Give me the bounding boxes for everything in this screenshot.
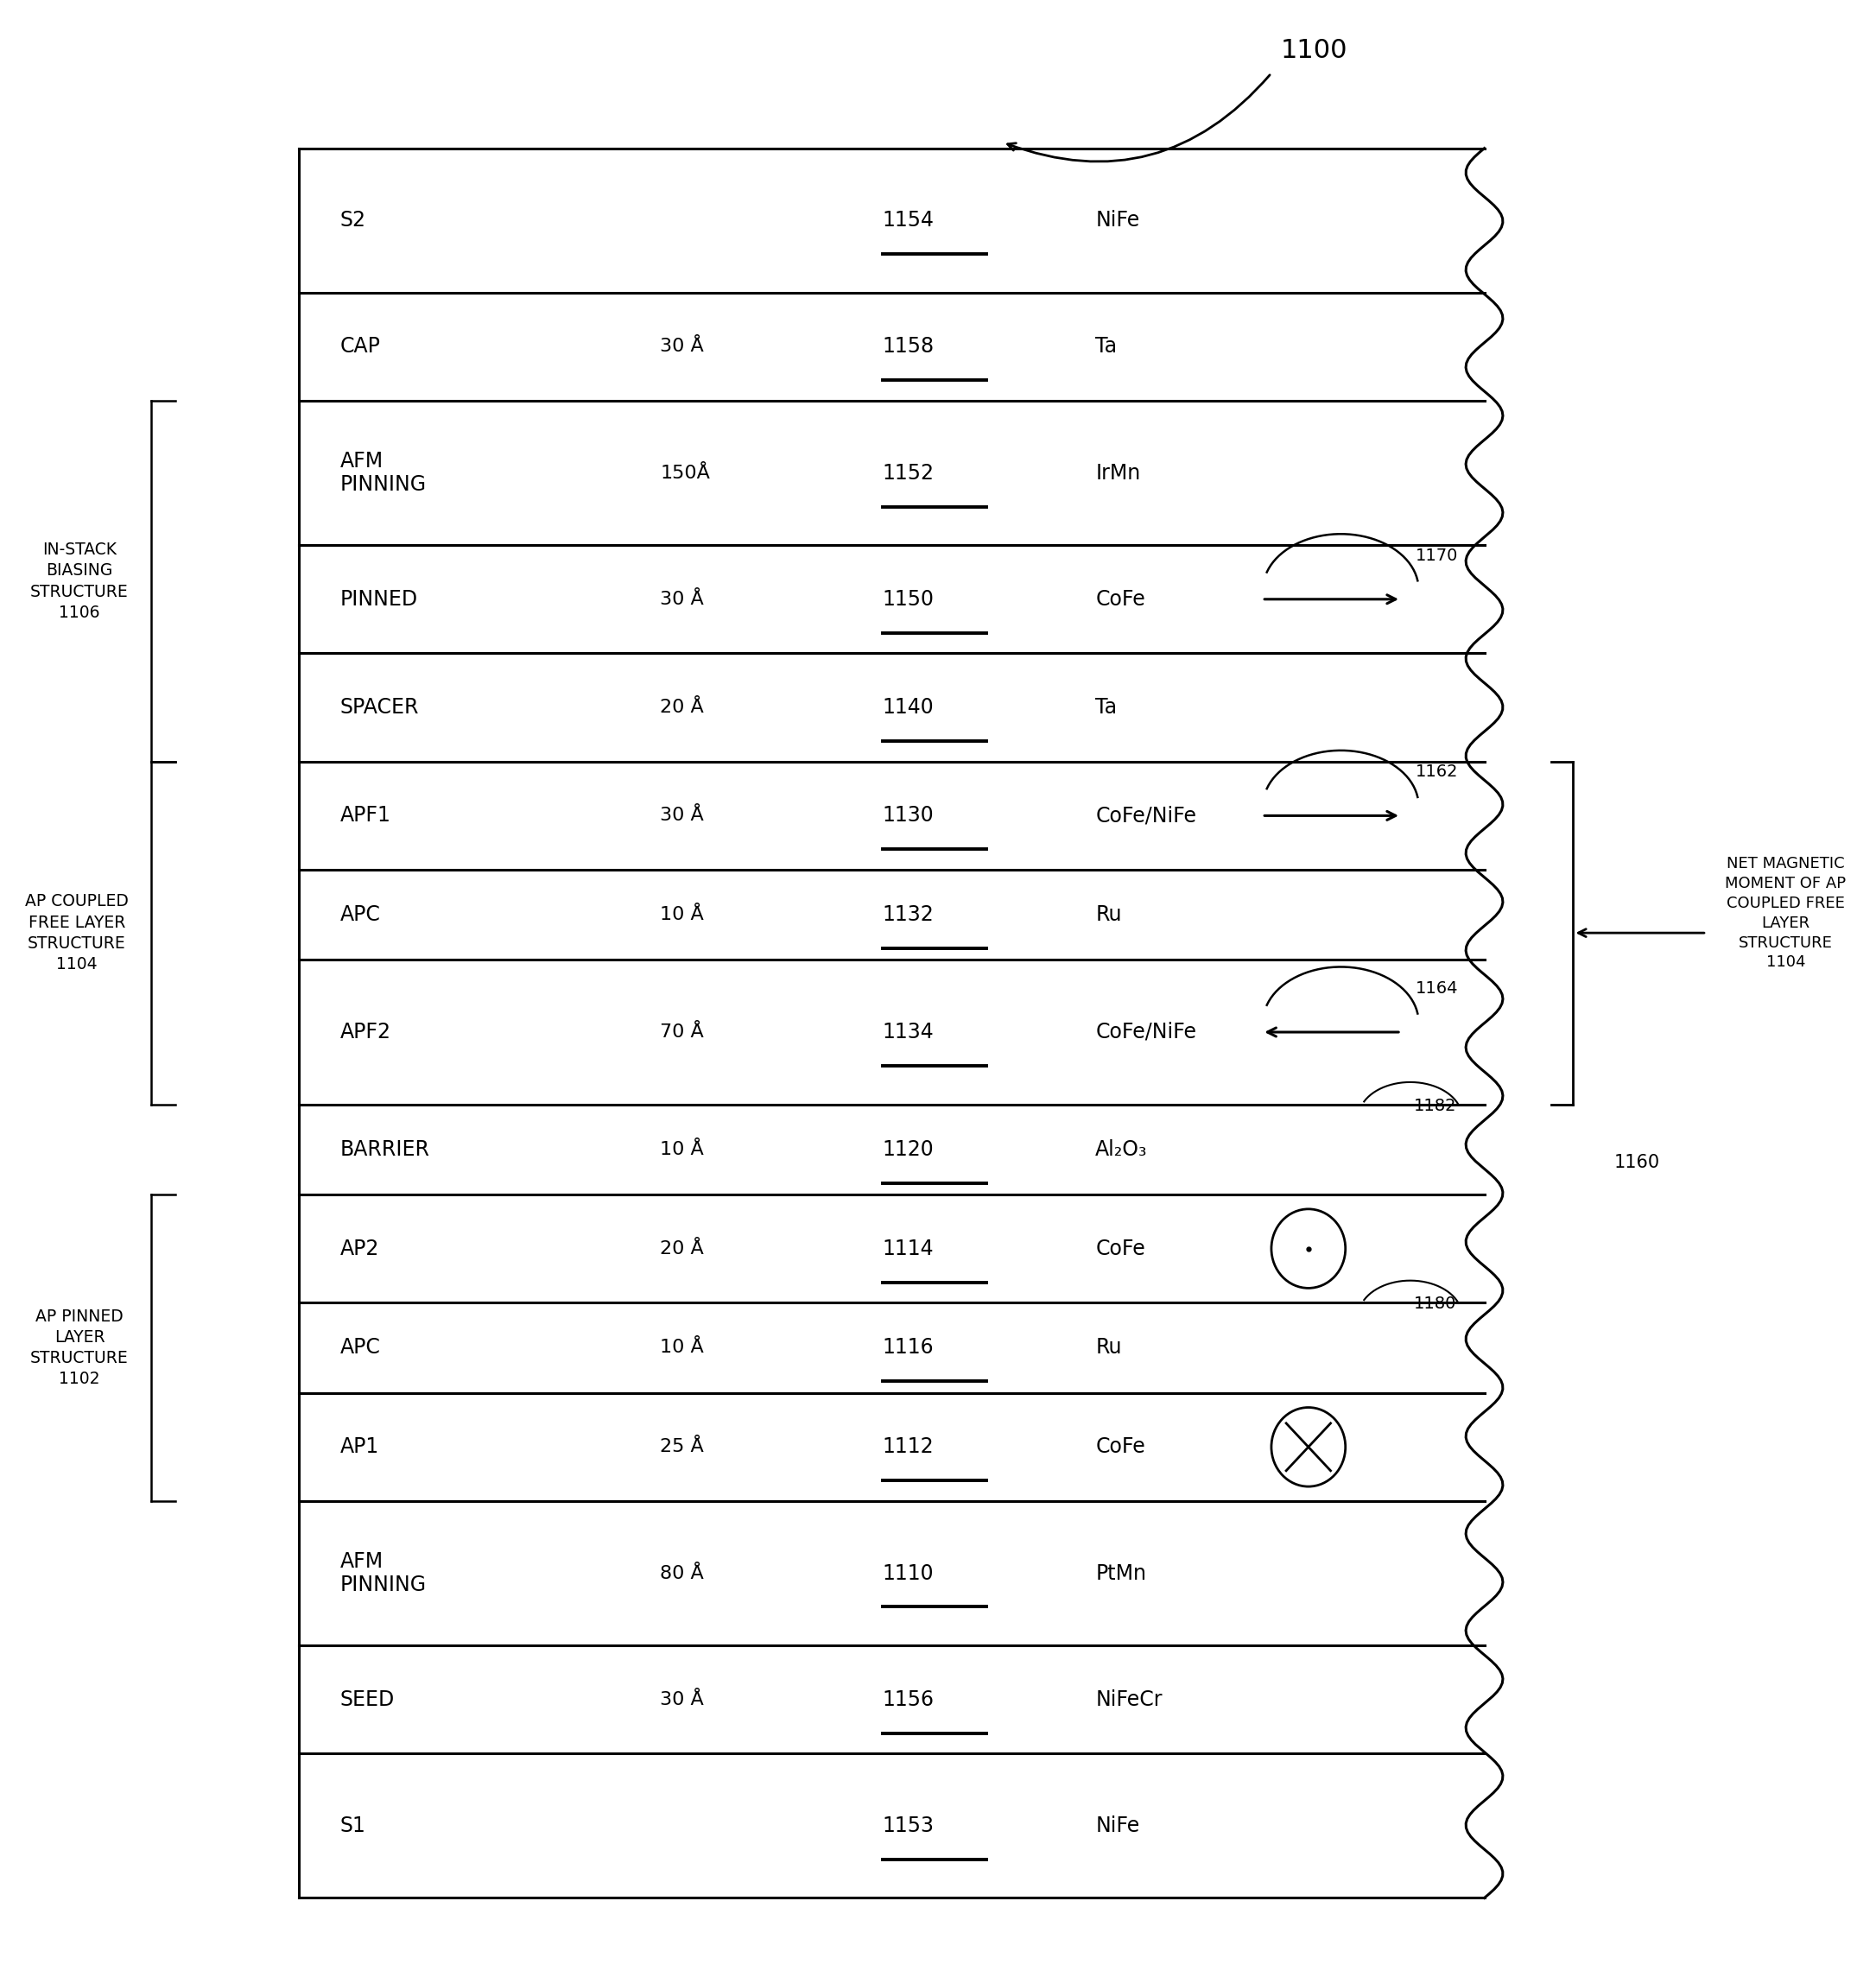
Text: 1120: 1120 — [882, 1139, 934, 1160]
Text: S2: S2 — [340, 210, 366, 231]
Text: PINNED: PINNED — [340, 589, 418, 609]
Text: AP1: AP1 — [340, 1437, 379, 1457]
Text: CoFe: CoFe — [1096, 1437, 1144, 1457]
Text: NiFe: NiFe — [1096, 210, 1139, 231]
Text: AFM
PINNING: AFM PINNING — [340, 451, 426, 496]
Text: 20 Å: 20 Å — [660, 1240, 704, 1257]
Text: AP PINNED
LAYER
STRUCTURE
1102: AP PINNED LAYER STRUCTURE 1102 — [30, 1309, 129, 1388]
Text: 1132: 1132 — [882, 905, 934, 925]
Text: 1180: 1180 — [1415, 1295, 1456, 1313]
Text: 1114: 1114 — [882, 1238, 934, 1259]
Text: 20 Å: 20 Å — [660, 698, 704, 716]
Text: SEED: SEED — [340, 1688, 394, 1710]
Text: S1: S1 — [340, 1815, 366, 1837]
Text: 10 Å: 10 Å — [660, 1141, 704, 1159]
Text: 1100: 1100 — [1281, 38, 1347, 63]
Text: 30 Å: 30 Å — [660, 807, 704, 824]
Text: 80 Å: 80 Å — [660, 1564, 704, 1582]
Text: IrMn: IrMn — [1096, 463, 1141, 482]
Text: SPACER: SPACER — [340, 698, 418, 718]
Text: 1158: 1158 — [882, 336, 934, 358]
Text: AP COUPLED
FREE LAYER
STRUCTURE
1104: AP COUPLED FREE LAYER STRUCTURE 1104 — [24, 894, 129, 973]
Text: CoFe/NiFe: CoFe/NiFe — [1096, 805, 1197, 826]
Text: 10 Å: 10 Å — [660, 1338, 704, 1356]
Text: IN-STACK
BIASING
STRUCTURE
1106: IN-STACK BIASING STRUCTURE 1106 — [30, 542, 129, 621]
Text: 1182: 1182 — [1415, 1097, 1456, 1113]
Text: CoFe/NiFe: CoFe/NiFe — [1096, 1022, 1197, 1042]
Text: APF1: APF1 — [340, 805, 390, 826]
Text: APF2: APF2 — [340, 1022, 390, 1042]
Text: 10 Å: 10 Å — [660, 905, 704, 923]
Text: Ta: Ta — [1096, 698, 1116, 718]
Text: 1116: 1116 — [882, 1336, 934, 1358]
Text: Ru: Ru — [1096, 905, 1122, 925]
Text: CoFe: CoFe — [1096, 1238, 1144, 1259]
Text: 150Å: 150Å — [660, 465, 711, 482]
Text: 1134: 1134 — [882, 1022, 934, 1042]
Text: AFM
PINNING: AFM PINNING — [340, 1550, 426, 1595]
Text: APC: APC — [340, 1336, 381, 1358]
Text: NET MAGNETIC
MOMENT OF AP
COUPLED FREE
LAYER
STRUCTURE
1104: NET MAGNETIC MOMENT OF AP COUPLED FREE L… — [1726, 856, 1846, 971]
Text: 1160: 1160 — [1613, 1155, 1660, 1170]
Text: 30 Å: 30 Å — [660, 591, 704, 607]
Text: 1154: 1154 — [882, 210, 934, 231]
Text: 1150: 1150 — [882, 589, 934, 609]
Text: PtMn: PtMn — [1096, 1564, 1146, 1584]
Text: 30 Å: 30 Å — [660, 338, 704, 356]
Text: CAP: CAP — [340, 336, 381, 358]
Text: 1152: 1152 — [882, 463, 934, 482]
Text: 1162: 1162 — [1416, 763, 1458, 781]
Text: Al₂O₃: Al₂O₃ — [1096, 1139, 1148, 1160]
Text: 25 Å: 25 Å — [660, 1439, 704, 1455]
Text: 70 Å: 70 Å — [660, 1024, 704, 1040]
Text: 1156: 1156 — [882, 1688, 934, 1710]
Text: Ta: Ta — [1096, 336, 1116, 358]
Text: 1153: 1153 — [882, 1815, 934, 1837]
Text: 1112: 1112 — [882, 1437, 934, 1457]
Text: 1170: 1170 — [1416, 548, 1458, 563]
Text: 30 Å: 30 Å — [660, 1690, 704, 1708]
Text: NiFe: NiFe — [1096, 1815, 1139, 1837]
Text: NiFeCr: NiFeCr — [1096, 1688, 1163, 1710]
Text: 1130: 1130 — [882, 805, 934, 826]
Text: APC: APC — [340, 905, 381, 925]
Text: BARRIER: BARRIER — [340, 1139, 430, 1160]
Text: CoFe: CoFe — [1096, 589, 1144, 609]
Text: Ru: Ru — [1096, 1336, 1122, 1358]
Text: 1140: 1140 — [882, 698, 934, 718]
Text: 1110: 1110 — [882, 1564, 934, 1584]
Text: AP2: AP2 — [340, 1238, 379, 1259]
Text: 1164: 1164 — [1416, 981, 1458, 996]
